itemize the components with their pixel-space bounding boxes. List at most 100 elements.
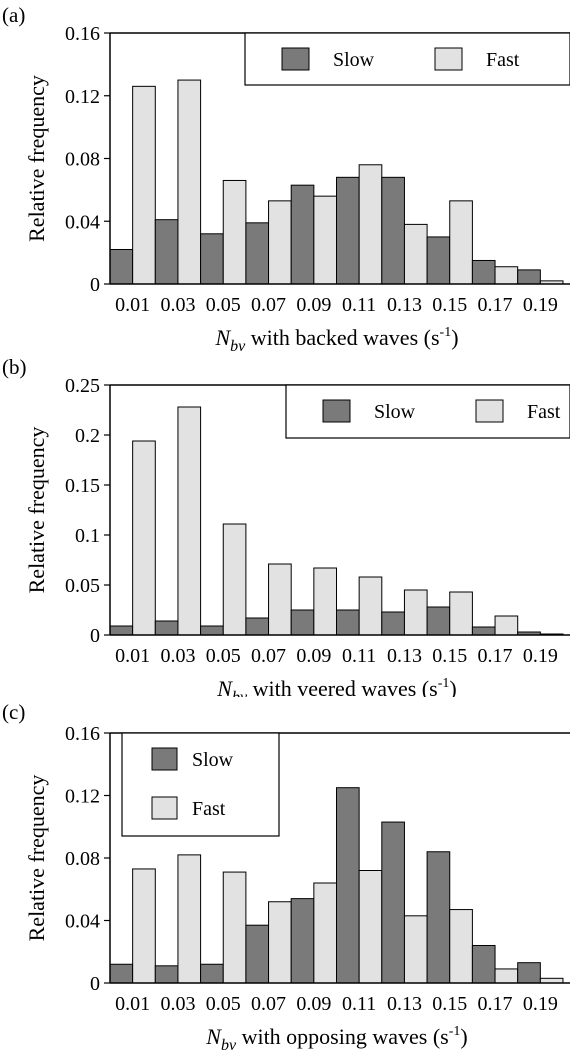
- x-tick-label: 0.19: [523, 294, 558, 316]
- x-axis-label: Nbv with veered waves (s-1): [216, 676, 456, 697]
- bar-fast: [313, 567, 338, 636]
- x-tick-label: 0.09: [296, 294, 331, 316]
- y-tick-label: 0: [90, 625, 100, 647]
- chart-panel-b: (b) 0 0.05 0.1 0.15 0.2 0.25 0.01 0.03 0.05 0.07 0.…: [0, 352, 570, 697]
- legend-label-fast: Fast: [192, 798, 226, 820]
- bar-fast: [222, 179, 247, 285]
- bar-slow: [245, 924, 270, 984]
- bar-slow: [245, 222, 270, 285]
- bar-fast: [313, 195, 338, 285]
- bar-fast: [403, 589, 428, 636]
- bar-fast: [177, 79, 202, 285]
- x-tick-label: 0.15: [432, 645, 467, 667]
- bar-slow: [517, 269, 541, 285]
- panel-label: (c): [2, 700, 25, 724]
- bar-slow: [517, 962, 541, 984]
- x-tick-label: 0.03: [160, 645, 195, 667]
- bar-slow: [245, 617, 270, 636]
- legend-swatch-fast: [434, 47, 463, 71]
- bar-slow: [336, 176, 360, 285]
- x-tick-label: 0.01: [115, 645, 150, 667]
- x-tick-label: 0.13: [387, 294, 422, 316]
- y-tick-label: 0.16: [65, 723, 100, 745]
- bar-fast: [132, 868, 156, 984]
- x-tick-label: 0.19: [523, 993, 558, 1015]
- bar-slow: [200, 963, 224, 984]
- chart-svg: (a) 0 0.04 0.08 0.12 0.16 0.01 0.03 0.05 0.07 0.09…: [2, 3, 570, 352]
- bar-slow: [336, 787, 360, 984]
- chart-panel-c: (c) 0 0.04 0.08 0.12 0.16 0.01 0.03 0.05 0.07 0.09…: [0, 697, 570, 1055]
- bar-fast: [358, 164, 383, 285]
- x-tick-label: 0.17: [478, 993, 513, 1015]
- bar-slow: [426, 851, 451, 984]
- y-axis-label: Relative frequency: [24, 775, 49, 942]
- bar-fast: [222, 523, 247, 636]
- y-tick-label: 0: [90, 973, 100, 995]
- legend-swatch-slow: [281, 47, 310, 71]
- y-tick-label: 0.2: [75, 425, 100, 447]
- bar-fast: [403, 915, 428, 984]
- x-tick-label: 0.09: [296, 993, 331, 1015]
- x-tick-label: 0.05: [206, 294, 241, 316]
- legend-swatch-slow: [322, 399, 351, 423]
- legend-swatch-fast: [151, 796, 178, 820]
- bar-fast: [358, 870, 383, 984]
- bar-slow: [200, 625, 224, 636]
- x-tick-label: 0.15: [432, 294, 467, 316]
- bar-slow: [381, 611, 405, 636]
- legend-label-slow: Slow: [374, 401, 416, 423]
- chart-svg: (b) 0 0.05 0.1 0.15 0.2 0.25 0.01 0.03 0.05 0.07 0.…: [2, 355, 570, 697]
- bar-fast: [449, 591, 473, 636]
- y-tick-label: 0.04: [65, 911, 100, 933]
- x-tick-label: 0.11: [342, 645, 376, 667]
- legend: Slow Fast: [285, 384, 570, 439]
- x-tick-label: 0.03: [160, 294, 195, 316]
- x-tick-label: 0.05: [206, 993, 241, 1015]
- bar-slow: [109, 963, 134, 984]
- y-tick-label: 0.25: [65, 375, 100, 397]
- x-tick-label: 0.19: [523, 645, 558, 667]
- bar-slow: [381, 176, 405, 285]
- x-tick-label: 0.17: [478, 645, 513, 667]
- bar-fast: [177, 406, 202, 636]
- bar-slow: [154, 620, 179, 636]
- y-tick-label: 0.12: [65, 786, 100, 808]
- bar-fast: [449, 200, 473, 285]
- bar-slow: [109, 625, 134, 636]
- bar-slow: [426, 606, 451, 636]
- bar-fast: [313, 882, 338, 984]
- bar-fast: [222, 871, 247, 984]
- y-axis-label: Relative frequency: [24, 427, 49, 594]
- x-tick-label: 0.07: [251, 993, 286, 1015]
- legend-label-slow: Slow: [333, 49, 375, 71]
- bar-fast: [268, 200, 292, 285]
- x-tick-label: 0.13: [387, 645, 422, 667]
- bar-slow: [381, 821, 405, 984]
- chart-panel-a: (a) 0 0.04 0.08 0.12 0.16 0.01 0.03 0.05 0.07 0.09…: [0, 0, 570, 352]
- bar-slow: [336, 609, 360, 636]
- bar-slow: [154, 219, 179, 285]
- legend: Slow Fast: [244, 32, 570, 86]
- x-tick-label: 0.17: [478, 294, 513, 316]
- panel-label: (a): [2, 3, 25, 27]
- x-tick-label: 0.01: [115, 294, 150, 316]
- x-tick-label: 0.07: [251, 645, 286, 667]
- legend-label-fast: Fast: [527, 401, 561, 423]
- bar-fast: [268, 901, 292, 984]
- bar-slow: [290, 184, 315, 285]
- bar-slow: [200, 233, 224, 285]
- y-tick-label: 0.08: [65, 149, 100, 171]
- bar-slow: [109, 248, 134, 285]
- y-tick-label: 0.12: [65, 86, 100, 108]
- x-tick-label: 0.13: [387, 993, 422, 1015]
- bar-slow: [154, 965, 179, 984]
- bar-slow: [426, 236, 451, 285]
- legend-swatch-fast: [475, 399, 504, 423]
- y-tick-label: 0.1: [75, 525, 100, 547]
- x-tick-label: 0.09: [296, 645, 331, 667]
- bar-slow: [471, 945, 496, 984]
- y-axis-label: Relative frequency: [24, 75, 49, 242]
- x-tick-label: 0.01: [115, 993, 150, 1015]
- bar-fast: [449, 909, 473, 984]
- legend-box: [121, 732, 280, 837]
